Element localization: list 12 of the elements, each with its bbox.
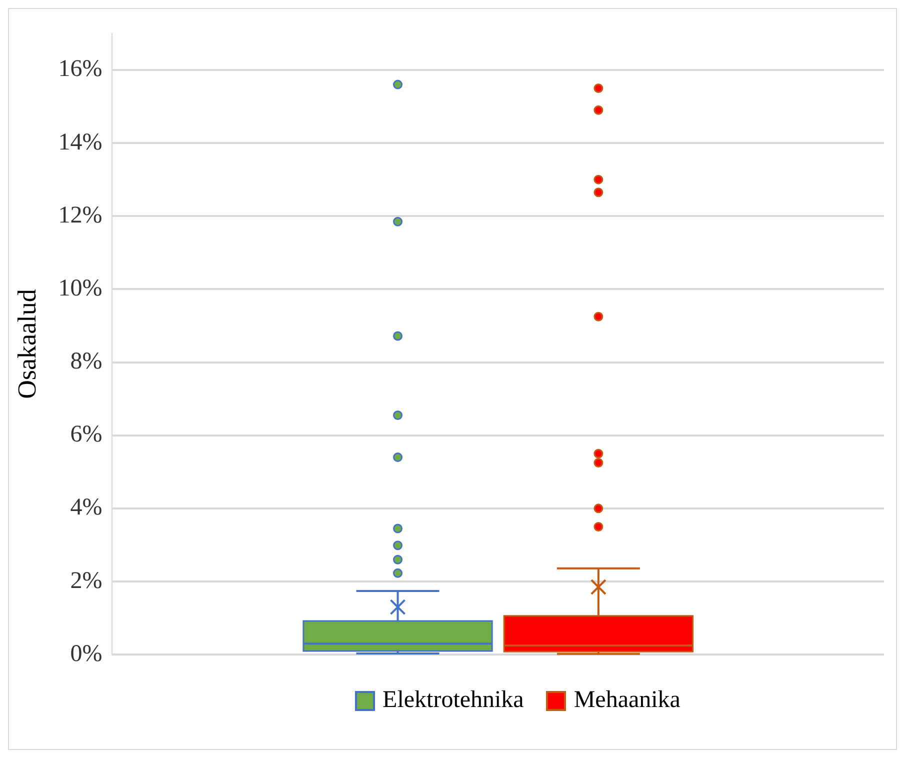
- y-tick-label: 14%: [58, 129, 102, 156]
- y-tick-label: 12%: [58, 202, 102, 228]
- legend-label: Elektrotehnika: [382, 687, 524, 714]
- y-tick-label: 2%: [70, 568, 102, 594]
- y-tick-label: 6%: [70, 422, 102, 448]
- y-tick-label: 10%: [58, 275, 102, 302]
- legend-label: Mehaanika: [574, 687, 680, 714]
- y-tick-label: 4%: [70, 494, 102, 521]
- y-tick-label: 8%: [70, 348, 102, 375]
- y-tick-label: 0%: [70, 640, 102, 667]
- y-tick-label: 16%: [58, 56, 102, 82]
- y-axis-title: Osakaalud: [12, 289, 42, 399]
